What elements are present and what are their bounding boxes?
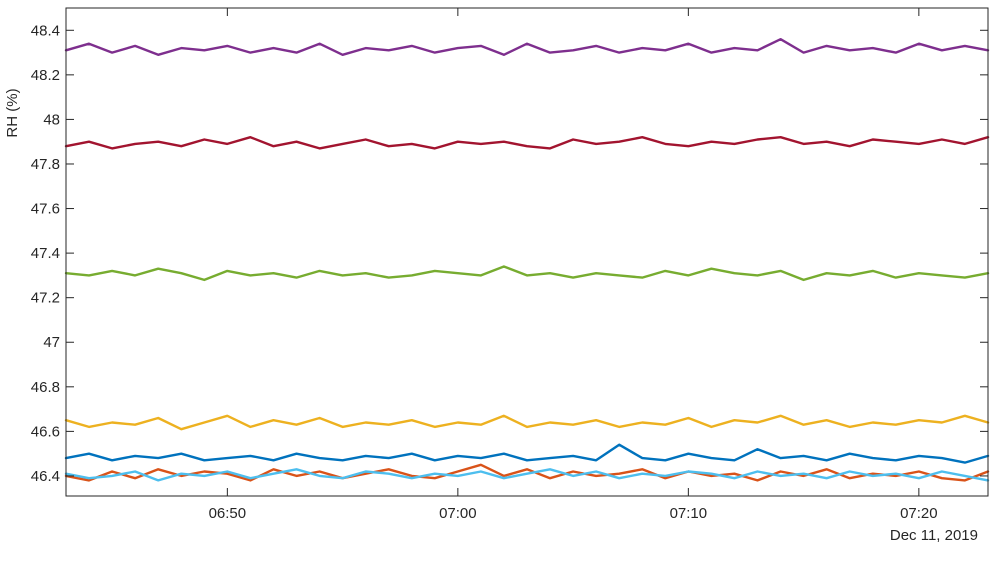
y-axis-ticks: 46.4 46.6 46.8 47 47.2 47.4 47.6 47.8 48 48.2 48.4 — [31, 22, 988, 485]
x-axis-ticks: 06:50 07:00 07:10 07:20 — [209, 8, 938, 522]
series-line-5 — [64, 443, 990, 464]
y-tick-label: 47.8 — [31, 156, 60, 173]
y-tick-label: 47.6 — [31, 201, 60, 218]
plot-lines — [64, 38, 990, 482]
y-tick-label: 47.4 — [31, 245, 60, 262]
y-tick-label: 47 — [43, 334, 60, 351]
x-tick-label: 07:20 — [900, 505, 938, 522]
y-tick-label: 46.8 — [31, 379, 60, 396]
date-label: Dec 11, 2019 — [890, 527, 978, 544]
y-tick-label: 48.4 — [31, 22, 60, 39]
series-line-4 — [64, 414, 990, 431]
y-tick-label: 48 — [43, 111, 60, 128]
y-tick-label: 46.4 — [31, 468, 60, 485]
plot-area-border — [65, 7, 989, 497]
x-tick-label: 06:50 — [209, 505, 247, 522]
y-tick-label: 48.2 — [31, 67, 60, 84]
series-line-7 — [64, 468, 990, 482]
y-tick-label: 47.2 — [31, 290, 60, 307]
series-line-3 — [64, 265, 990, 282]
y-axis-label: RH (%) — [4, 88, 21, 137]
y-tick-label: 46.6 — [31, 423, 60, 440]
series-line-2 — [64, 135, 990, 150]
series-line-1 — [64, 38, 990, 56]
x-tick-label: 07:10 — [670, 505, 708, 522]
x-tick-label: 07:00 — [439, 505, 477, 522]
